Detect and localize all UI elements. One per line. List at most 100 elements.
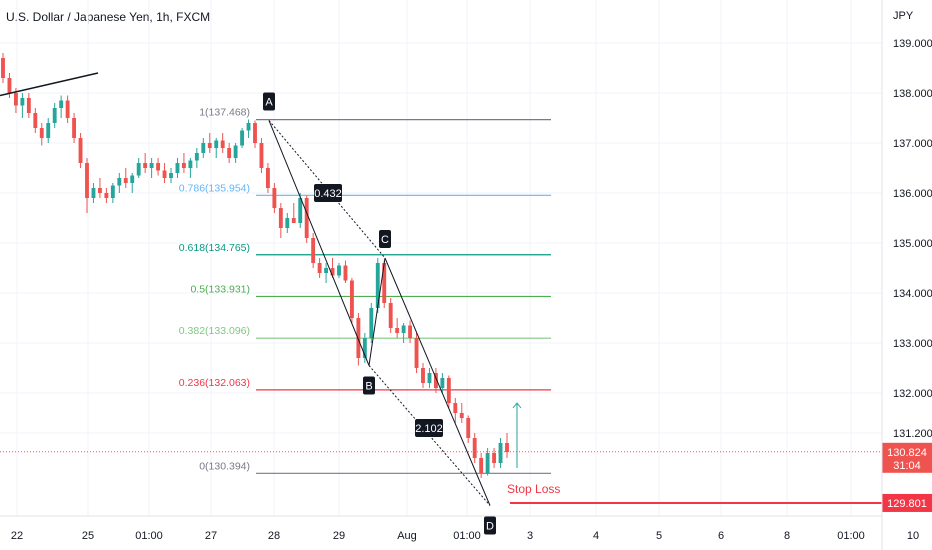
- candle-body: [207, 143, 212, 148]
- candle-body: [272, 188, 277, 208]
- candle-body: [253, 123, 257, 143]
- fib-level-label: 1(137.468): [199, 107, 250, 119]
- price-tick-label: 138.000: [893, 88, 932, 100]
- candle-body: [421, 368, 425, 383]
- candle-body: [259, 143, 264, 168]
- candle-body: [395, 328, 400, 333]
- grid: [0, 0, 882, 516]
- candle-body: [278, 208, 283, 228]
- time-tick-label: 8: [784, 530, 790, 542]
- stop-loss-badge: [882, 493, 932, 512]
- candle-body: [123, 178, 128, 183]
- candle-body: [181, 163, 186, 168]
- pattern-point-label: C: [381, 234, 389, 246]
- candle-body: [214, 140, 219, 148]
- candle-body: [91, 188, 96, 198]
- candle-body: [472, 438, 477, 458]
- price-tick-label: 135.000: [893, 238, 932, 250]
- pattern-leg-bc: [368, 257, 386, 366]
- candle-body: [343, 265, 348, 281]
- candle-body: [485, 453, 490, 473]
- pattern-point-label: B: [365, 381, 372, 393]
- candle-body: [246, 123, 251, 131]
- fib-level-label: 0(130.394): [199, 460, 250, 472]
- candle-body: [427, 373, 432, 383]
- time-tick-label: 01:00: [453, 530, 481, 542]
- candle-body: [285, 218, 290, 228]
- candle-body: [311, 238, 316, 263]
- fib-level-label: 0.618(134.765): [179, 242, 250, 254]
- candle-body: [408, 325, 413, 338]
- candle-body: [1, 58, 5, 78]
- candle-body: [143, 163, 148, 168]
- pattern-point-c: [379, 230, 391, 248]
- ratio-badge-label: 2.102: [415, 423, 443, 435]
- price-tick-label: 137.000: [893, 138, 932, 150]
- candle-body: [382, 263, 387, 303]
- price-tick-label: 133.000: [893, 338, 932, 350]
- candle-body: [349, 280, 354, 318]
- candle-body: [227, 148, 232, 158]
- candle-body: [20, 98, 25, 106]
- candle-body: [233, 145, 238, 158]
- candle-body: [498, 443, 503, 463]
- candle-body: [479, 458, 484, 473]
- ratio-badge: [415, 419, 443, 437]
- fib-level-label: 0.382(133.096): [179, 325, 250, 337]
- stop-loss-label: Stop Loss: [507, 482, 560, 496]
- currency-label: JPY: [893, 10, 914, 22]
- time-tick-label: 10: [907, 530, 919, 542]
- time-tick-label: 22: [11, 530, 23, 542]
- time-tick-label: 01:00: [837, 530, 865, 542]
- candle-body: [136, 163, 141, 176]
- candle-body: [104, 193, 109, 198]
- candle-body: [39, 128, 44, 138]
- candle-body: [175, 163, 180, 173]
- pattern-point-label: A: [265, 97, 273, 109]
- price-tick-label: 139.000: [893, 38, 932, 50]
- candle-body: [188, 160, 193, 168]
- time-tick-label: 01:00: [135, 530, 163, 542]
- candle-body: [78, 138, 83, 163]
- last-price-countdown: 31:04: [893, 460, 921, 472]
- pattern-point-b: [363, 376, 375, 395]
- pattern-point-label: D: [486, 521, 494, 533]
- candle-body: [401, 325, 406, 333]
- candle-body: [304, 198, 309, 238]
- candle-body: [388, 303, 393, 328]
- fib-level-label: 0.5(133.931): [190, 283, 250, 295]
- stop-loss-value: 129.801: [887, 498, 927, 510]
- candle-body: [324, 268, 329, 273]
- candle-body: [65, 100, 70, 118]
- candle-body: [7, 78, 12, 93]
- candle-body: [492, 453, 497, 463]
- pattern-point-d: [484, 516, 496, 535]
- candle-body: [375, 263, 380, 308]
- candle-body: [52, 108, 57, 123]
- candle-body: [220, 140, 225, 148]
- candle-body: [362, 338, 367, 358]
- candle-body: [156, 163, 161, 171]
- candle-body: [414, 338, 419, 368]
- candle-body: [446, 378, 451, 403]
- candle-body: [169, 173, 173, 178]
- candle-body: [356, 318, 361, 358]
- candle-body: [459, 413, 464, 418]
- time-tick-label: 28: [268, 530, 280, 542]
- time-tick-label: 3: [527, 530, 533, 542]
- fibonacci-retracement: 1(137.468) 0.786(135.954) 0.618(134.765) 0.…: [179, 107, 551, 474]
- fib-level-label: 0.786(135.954): [179, 182, 250, 194]
- fib-level-label: 0.236(132.063): [179, 377, 250, 389]
- candle-body: [265, 168, 270, 188]
- candle-body: [149, 163, 154, 168]
- price-tick-label: 136.000: [893, 188, 932, 200]
- candle-body: [85, 163, 89, 198]
- time-tick-label: 4: [593, 530, 599, 542]
- candle-body: [110, 185, 115, 198]
- candle-body: [440, 378, 445, 388]
- time-tick-label: 29: [333, 530, 345, 542]
- pattern-leg-ab: [268, 120, 370, 366]
- last-price-badge: [882, 442, 932, 473]
